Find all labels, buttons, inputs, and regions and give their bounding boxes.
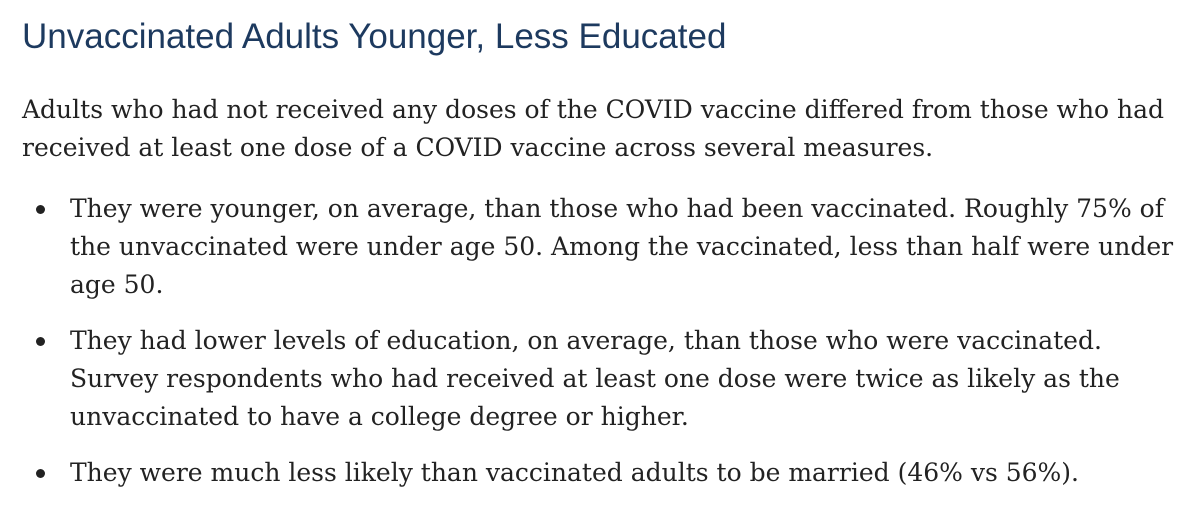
bullet-dot-icon bbox=[36, 205, 45, 214]
list-item-text: They were much less likely than vaccinat… bbox=[70, 458, 1080, 487]
section-title: Unvaccinated Adults Younger, Less Educat… bbox=[22, 17, 727, 56]
list-item-text: They had lower levels of education, on a… bbox=[70, 326, 1120, 431]
list-item: They were younger, on average, than thos… bbox=[22, 190, 1182, 304]
intro-paragraph: Adults who had not received any doses of… bbox=[22, 95, 1165, 162]
list-item-text: They were younger, on average, than thos… bbox=[70, 194, 1174, 299]
bullet-dot-icon bbox=[36, 469, 45, 478]
list-item: They had lower levels of education, on a… bbox=[22, 322, 1182, 436]
list-item: They were much less likely than vaccinat… bbox=[22, 454, 1182, 492]
findings-list: They were younger, on average, than thos… bbox=[22, 190, 1182, 492]
bullet-dot-icon bbox=[36, 337, 45, 346]
